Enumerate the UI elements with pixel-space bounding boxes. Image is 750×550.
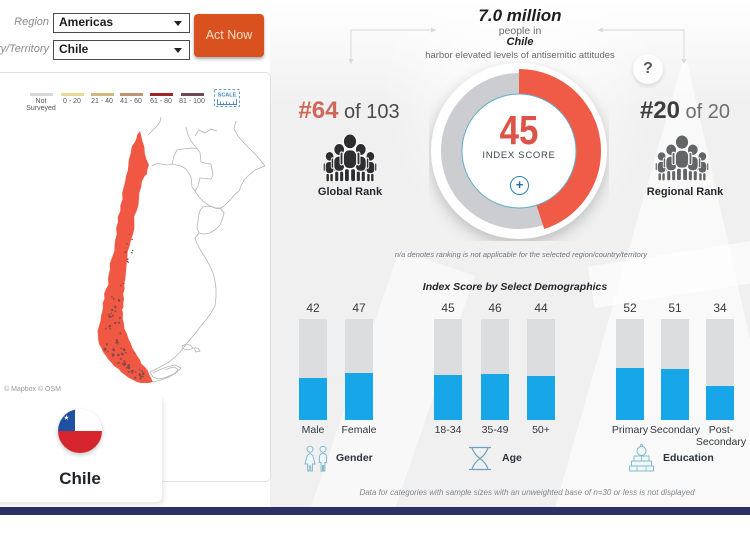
svg-text:SCALE: SCALE [218, 93, 237, 99]
